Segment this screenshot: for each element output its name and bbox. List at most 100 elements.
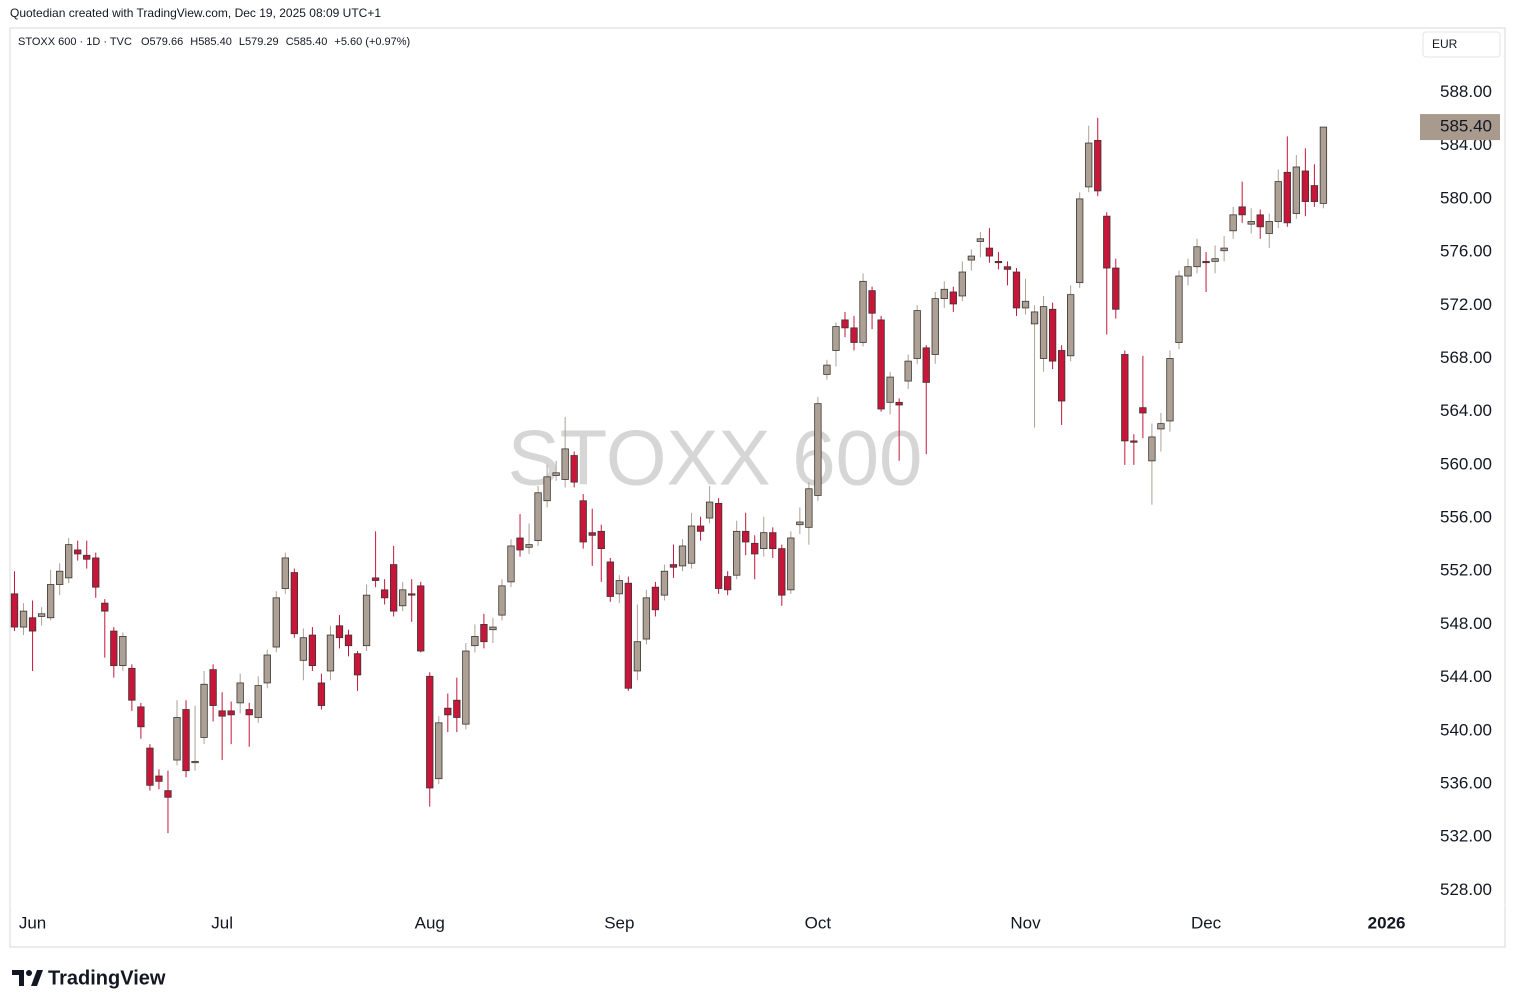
- candle-body: [642, 597, 651, 640]
- candle-body: [796, 521, 804, 526]
- candle-body: [489, 626, 497, 631]
- x-tick-label: Aug: [415, 913, 445, 932]
- candle-body: [633, 641, 642, 672]
- candle-body: [164, 790, 172, 798]
- candle-body: [588, 532, 596, 536]
- candle-body: [805, 488, 813, 528]
- candle-body: [751, 542, 759, 555]
- y-tick-label: 532.00: [1440, 827, 1492, 846]
- y-tick-label: 548.00: [1440, 614, 1492, 633]
- candle-body: [778, 548, 786, 596]
- candle-body: [209, 669, 217, 706]
- candle-body: [74, 549, 82, 555]
- candle-body: [263, 654, 271, 684]
- candle-body: [904, 360, 912, 382]
- x-tick-label: Oct: [805, 913, 832, 932]
- candle-body: [46, 584, 55, 619]
- candle-body: [570, 455, 578, 483]
- candle-body: [1076, 198, 1084, 284]
- y-tick-label: 560.00: [1440, 454, 1492, 473]
- candle-body: [850, 327, 858, 343]
- candle-body: [236, 682, 244, 704]
- candle-body: [1067, 294, 1075, 357]
- candle-body: [444, 707, 452, 716]
- candle-body: [362, 594, 371, 647]
- candle-body: [1202, 260, 1210, 264]
- candle-body: [10, 593, 19, 628]
- candle-body: [1319, 126, 1328, 204]
- candle-body: [344, 634, 353, 647]
- candle-body: [868, 290, 876, 314]
- x-tick-label: Sep: [604, 913, 634, 932]
- candle-body: [19, 610, 28, 628]
- candle-body: [65, 544, 73, 579]
- candle-body: [516, 537, 524, 551]
- y-tick-label: 536.00: [1440, 773, 1492, 792]
- candle-body: [28, 617, 37, 632]
- candle-body: [119, 635, 127, 667]
- candle-body: [1301, 170, 1310, 202]
- candle-body: [1247, 221, 1255, 225]
- candle-body: [272, 597, 280, 648]
- y-tick-label: 572.00: [1440, 295, 1492, 314]
- candle-body: [380, 589, 389, 599]
- x-tick-label: 2026: [1368, 913, 1406, 932]
- candle-body: [462, 650, 470, 725]
- candle-body: [723, 576, 732, 591]
- candle-body: [669, 564, 678, 568]
- candle-body: [967, 255, 976, 261]
- candle-body: [579, 500, 587, 543]
- candle-body: [218, 710, 226, 717]
- candle-body: [615, 580, 623, 595]
- candle-body: [417, 585, 425, 652]
- candle-body: [814, 403, 822, 496]
- candle-body: [913, 310, 921, 359]
- candle-body: [200, 683, 208, 738]
- legend-high: H585.40: [190, 36, 232, 48]
- candle-body: [1121, 354, 1129, 442]
- candle-body: [705, 501, 714, 519]
- chart-frame: [9, 27, 1506, 948]
- candle-body: [453, 699, 461, 718]
- legend-change: +5.60 (+0.97%): [334, 36, 410, 48]
- candle-body: [985, 247, 994, 257]
- candle-body: [299, 637, 308, 661]
- candle-body: [940, 288, 948, 300]
- legend-close: C585.40: [286, 36, 328, 48]
- candle-body: [1048, 308, 1057, 362]
- candle-body: [949, 291, 957, 305]
- candle-body: [245, 709, 253, 716]
- candle-body: [173, 717, 181, 761]
- legend: STOXX 600 · 1D · TVC O579.66 H585.40 L57…: [18, 36, 410, 48]
- candle-body: [326, 634, 335, 672]
- candle-body: [227, 710, 235, 716]
- candle-body: [408, 593, 416, 596]
- candle-body: [110, 630, 118, 667]
- candle-body: [769, 532, 777, 550]
- candle-body: [92, 557, 100, 588]
- candle-body: [1238, 206, 1246, 216]
- y-tick-label: 528.00: [1440, 880, 1492, 899]
- candle-body: [994, 260, 1003, 264]
- candle-body: [958, 271, 966, 297]
- candle-body: [1229, 214, 1237, 232]
- candle-body: [1039, 306, 1048, 359]
- candle-body: [55, 570, 64, 585]
- brand-logo: [12, 970, 43, 986]
- y-tick-label: 544.00: [1440, 667, 1492, 686]
- candle-body: [399, 589, 407, 607]
- candle-body: [435, 722, 443, 780]
- candle-body: [498, 585, 506, 616]
- candle-body: [552, 472, 560, 476]
- y-tick-label: 588.00: [1440, 82, 1492, 101]
- candle-body: [182, 709, 190, 772]
- candle-body: [859, 280, 867, 343]
- candle-body: [1292, 166, 1300, 214]
- candle-body: [1211, 258, 1219, 262]
- candle-body: [1139, 407, 1147, 414]
- candle-body: [1103, 215, 1111, 269]
- x-tick-label: Jul: [211, 913, 233, 932]
- candle-body: [687, 525, 696, 564]
- candle-body: [624, 582, 632, 689]
